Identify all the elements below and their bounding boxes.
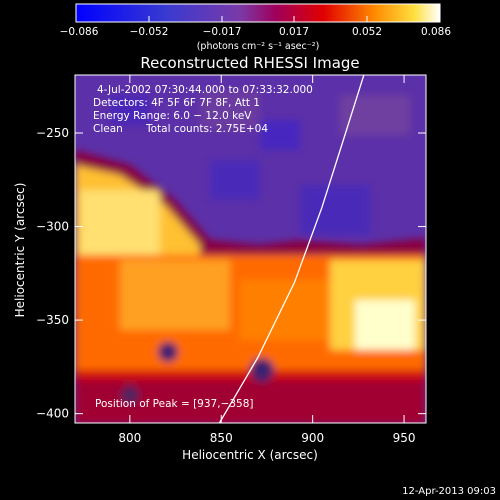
colorbar-tick-label: −0.052 xyxy=(130,26,169,38)
heatmap-image xyxy=(75,75,426,423)
colorbar-tick-label: −0.086 xyxy=(60,26,99,38)
info-counts: Total counts: 2.75E+04 xyxy=(145,123,268,135)
y-axis-ticks: −250 −300 −350 −400 xyxy=(36,126,426,421)
x-tick-label: 950 xyxy=(393,431,416,445)
info-clean: Clean xyxy=(93,123,123,135)
y-axis-label: Heliocentric Y (arcsec) xyxy=(13,183,27,318)
solar-limb-curve xyxy=(218,75,365,423)
colorbar-tick-label: 0.017 xyxy=(279,26,309,38)
x-axis-ticks: 800 850 900 950 xyxy=(118,75,416,445)
colorbar-tick-label: −0.017 xyxy=(203,26,242,38)
colorbar-ticks xyxy=(75,16,441,22)
info-energy: Energy Range: 6.0 − 12.0 keV xyxy=(93,110,252,122)
y-tick-label: −300 xyxy=(36,220,69,234)
colorbar-tick-label: 0.052 xyxy=(352,26,382,38)
info-detectors: Detectors: 4F 5F 6F 7F 8F, Att 1 xyxy=(93,97,260,109)
colorbar-units: (photons cm⁻² s⁻¹ asec⁻²) xyxy=(197,41,320,52)
x-axis-label: Heliocentric X (arcsec) xyxy=(182,448,318,462)
plot-title: Reconstructed RHESSI Image xyxy=(140,54,359,72)
info-time: 4-Jul-2002 07:30:44.000 to 07:33:32.000 xyxy=(97,84,313,96)
y-tick-label: −350 xyxy=(36,313,69,327)
info-peak: Position of Peak = [937,−358] xyxy=(95,398,254,410)
x-tick-label: 800 xyxy=(118,431,141,445)
y-tick-label: −400 xyxy=(36,407,69,421)
colorbar xyxy=(75,3,441,23)
x-tick-label: 900 xyxy=(301,431,324,445)
plot-frame xyxy=(74,74,427,424)
colorbar-tick-label: 0.086 xyxy=(421,26,451,38)
x-tick-label: 850 xyxy=(210,431,233,445)
y-tick-label: −250 xyxy=(36,126,69,140)
footer-date: 12-Apr-2013 09:03 xyxy=(402,486,496,497)
